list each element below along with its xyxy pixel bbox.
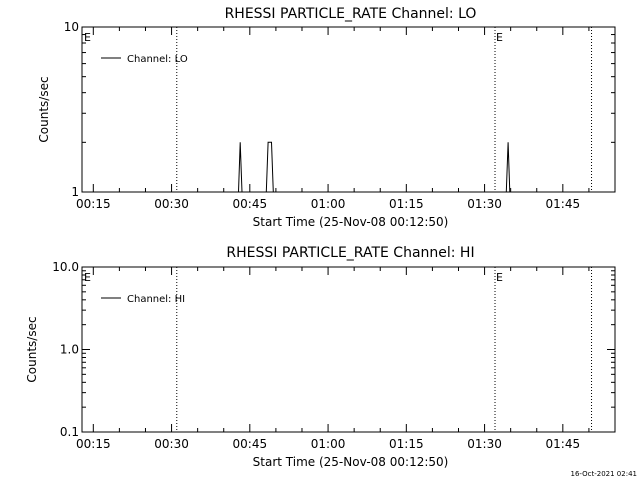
x-tick-label: 00:45 (233, 437, 268, 451)
x-tick-label: 01:45 (546, 437, 581, 451)
x-axis-label: Start Time (25-Nov-08 00:12:50) (253, 215, 449, 229)
event-marker-label: E (84, 271, 91, 284)
chart-title: RHESSI PARTICLE_RATE Channel: HI (226, 245, 474, 261)
data-series-line (505, 142, 511, 193)
y-axis-label: Counts/sec (37, 76, 51, 142)
x-tick-label: 01:30 (467, 437, 502, 451)
x-tick-label: 00:30 (154, 197, 189, 211)
legend-entry: Channel: LO (127, 54, 188, 65)
event-marker-label: E (496, 31, 503, 44)
chart-panel-1: RHESSI PARTICLE_RATE Channel: LO 00:15 00:… (37, 6, 616, 229)
y-tick-label: 0.1 (60, 425, 79, 439)
plot-frame (81, 26, 616, 193)
y-tick-label: 10.0 (52, 260, 79, 274)
x-tick-label: 00:15 (76, 437, 111, 451)
data-series-line (265, 141, 274, 193)
x-tick-label: 01:00 (311, 437, 346, 451)
y-axis-label: Counts/sec (25, 316, 39, 382)
legend-entry: Channel: HI (127, 294, 185, 305)
x-tick-label: 01:00 (311, 197, 346, 211)
x-tick-label: 00:15 (76, 197, 111, 211)
y-tick-label: 1 (71, 185, 79, 199)
x-axis-label: Start Time (25-Nov-08 00:12:50) (253, 455, 449, 469)
x-tick-label: 00:30 (154, 437, 189, 451)
event-marker-label: E (84, 31, 91, 44)
y-tick-label: 1.0 (60, 343, 79, 357)
chart-panel-2: RHESSI PARTICLE_RATE Channel: HI 00:15 00:… (25, 245, 616, 469)
generation-timestamp: 16-Oct-2021 02:41 (571, 470, 637, 478)
x-tick-label: 01:15 (389, 197, 424, 211)
x-tick-label: 01:30 (467, 197, 502, 211)
plot-frame (81, 266, 616, 433)
x-tick-label: 01:15 (389, 437, 424, 451)
data-series-line (238, 142, 243, 193)
y-tick-label: 10 (64, 20, 79, 34)
event-marker-label: E (496, 271, 503, 284)
chart-title: RHESSI PARTICLE_RATE Channel: LO (225, 6, 477, 22)
x-tick-label: 00:45 (233, 197, 268, 211)
x-tick-label: 01:45 (546, 197, 581, 211)
